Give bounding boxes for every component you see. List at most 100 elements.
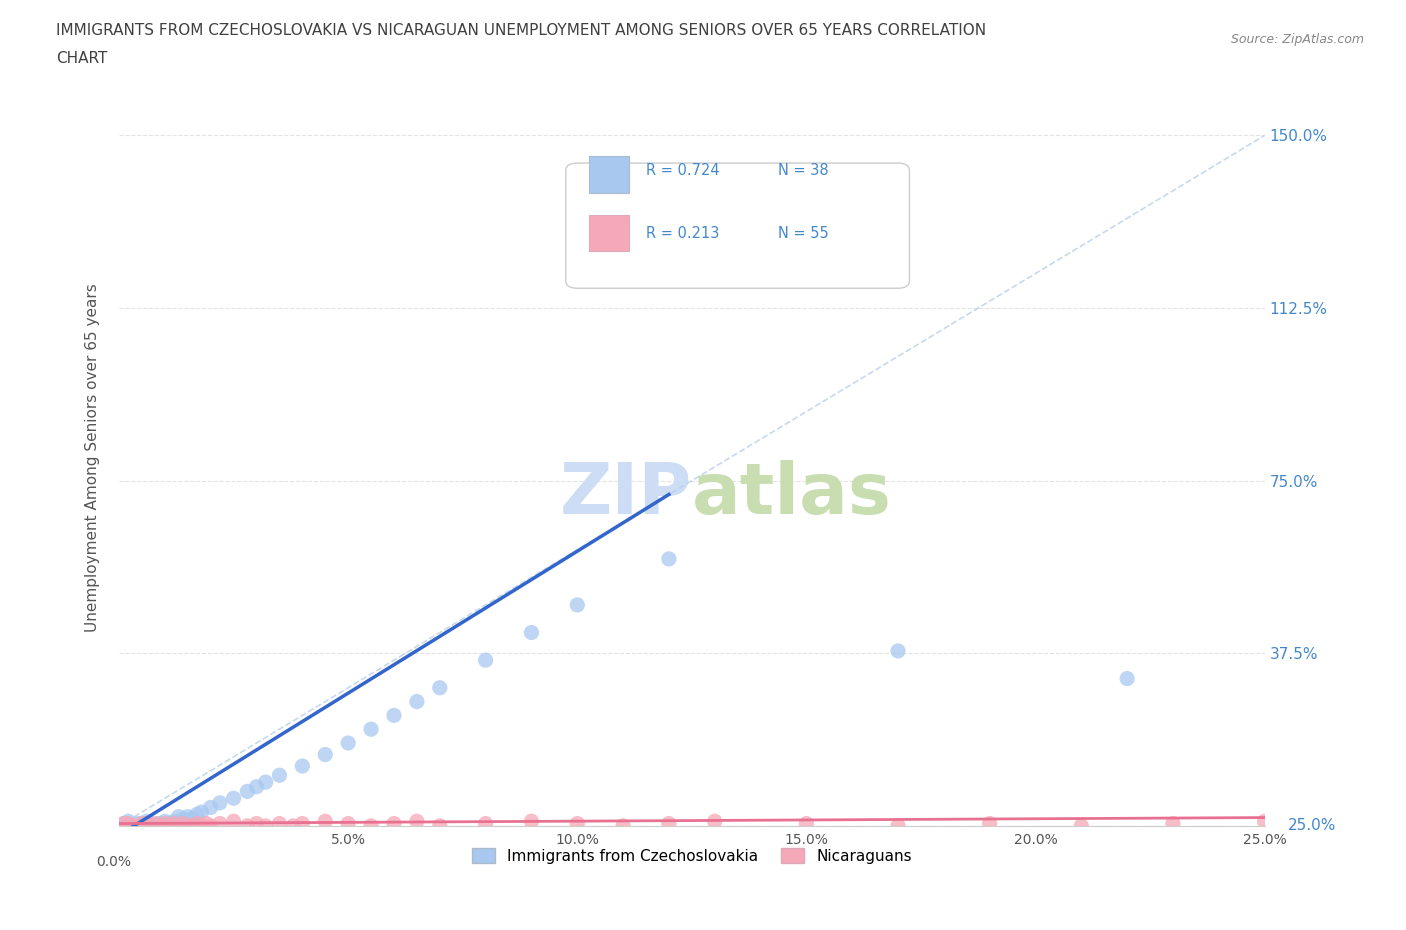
- Point: [172, 817, 194, 831]
- Text: Source: ZipAtlas.com: Source: ZipAtlas.com: [1230, 33, 1364, 46]
- Text: IMMIGRANTS FROM CZECHOSLOVAKIA VS NICARAGUAN UNEMPLOYMENT AMONG SENIORS OVER 65 : IMMIGRANTS FROM CZECHOSLOVAKIA VS NICARA…: [56, 23, 987, 38]
- Point: [887, 818, 910, 833]
- Point: [236, 818, 259, 833]
- Point: [314, 814, 336, 829]
- Point: [382, 817, 405, 831]
- Text: R = 0.213: R = 0.213: [645, 225, 720, 241]
- Point: [429, 681, 451, 696]
- Point: [200, 818, 222, 833]
- Point: [181, 818, 204, 833]
- Point: [186, 817, 208, 831]
- Point: [236, 784, 259, 799]
- Point: [172, 812, 194, 827]
- Text: CHART: CHART: [56, 51, 108, 66]
- Point: [337, 817, 360, 831]
- Point: [177, 809, 200, 824]
- FancyBboxPatch shape: [589, 215, 628, 251]
- Point: [153, 817, 176, 831]
- Point: [703, 814, 725, 829]
- Text: atlas: atlas: [692, 460, 891, 529]
- Text: R = 0.724: R = 0.724: [645, 163, 720, 178]
- Point: [1161, 817, 1184, 831]
- Point: [658, 551, 681, 566]
- Point: [127, 817, 149, 831]
- Point: [127, 818, 149, 833]
- Point: [222, 790, 245, 805]
- Point: [269, 817, 291, 831]
- Text: N = 55: N = 55: [778, 225, 828, 241]
- Point: [200, 800, 222, 815]
- Point: [360, 818, 382, 833]
- Point: [131, 817, 153, 831]
- Point: [796, 817, 818, 831]
- Point: [208, 817, 231, 831]
- Point: [121, 818, 143, 833]
- Point: [190, 818, 212, 833]
- Point: [658, 817, 681, 831]
- Point: [163, 814, 186, 829]
- Text: N = 38: N = 38: [778, 163, 828, 178]
- Point: [222, 814, 245, 829]
- Point: [149, 817, 172, 831]
- Point: [121, 818, 143, 833]
- Point: [1253, 814, 1275, 829]
- Point: [163, 817, 186, 831]
- Point: [153, 814, 176, 829]
- Point: [159, 817, 181, 831]
- Point: [254, 818, 277, 833]
- Point: [1070, 818, 1092, 833]
- Point: [360, 722, 382, 737]
- FancyBboxPatch shape: [565, 163, 910, 288]
- Point: [112, 817, 135, 831]
- Point: [245, 779, 267, 794]
- Text: ZIP: ZIP: [560, 460, 692, 529]
- Point: [131, 817, 153, 831]
- Point: [887, 644, 910, 658]
- Point: [139, 817, 162, 831]
- Point: [208, 795, 231, 810]
- Point: [1116, 671, 1139, 686]
- Point: [567, 817, 589, 831]
- Point: [314, 747, 336, 762]
- Point: [406, 814, 429, 829]
- Point: [979, 817, 1001, 831]
- Point: [612, 818, 634, 833]
- Point: [382, 708, 405, 723]
- Point: [177, 818, 200, 833]
- Point: [186, 807, 208, 822]
- Legend: Immigrants from Czechoslovakia, Nicaraguans: Immigrants from Czechoslovakia, Nicaragu…: [465, 842, 918, 870]
- Text: 25.0%: 25.0%: [1288, 818, 1336, 833]
- Point: [167, 809, 190, 824]
- FancyBboxPatch shape: [589, 155, 628, 193]
- Point: [291, 817, 314, 831]
- Point: [195, 817, 218, 831]
- Point: [474, 653, 496, 668]
- Point: [520, 814, 543, 829]
- Text: 0.0%: 0.0%: [96, 856, 131, 870]
- Point: [135, 814, 157, 829]
- Point: [429, 818, 451, 833]
- Point: [474, 817, 496, 831]
- Point: [291, 759, 314, 774]
- Point: [190, 804, 212, 819]
- Point: [112, 817, 135, 831]
- Point: [283, 818, 305, 833]
- Point: [181, 812, 204, 827]
- Point: [117, 817, 139, 831]
- Point: [337, 736, 360, 751]
- Point: [245, 817, 267, 831]
- Point: [254, 775, 277, 790]
- Point: [167, 818, 190, 833]
- Point: [520, 625, 543, 640]
- Point: [145, 818, 167, 833]
- Point: [135, 817, 157, 831]
- Point: [149, 818, 172, 833]
- Point: [406, 694, 429, 709]
- Point: [159, 818, 181, 833]
- Y-axis label: Unemployment Among Seniors over 65 years: Unemployment Among Seniors over 65 years: [86, 284, 100, 632]
- Point: [1391, 817, 1406, 831]
- Point: [117, 814, 139, 829]
- Point: [567, 597, 589, 612]
- Point: [145, 817, 167, 831]
- Point: [139, 818, 162, 833]
